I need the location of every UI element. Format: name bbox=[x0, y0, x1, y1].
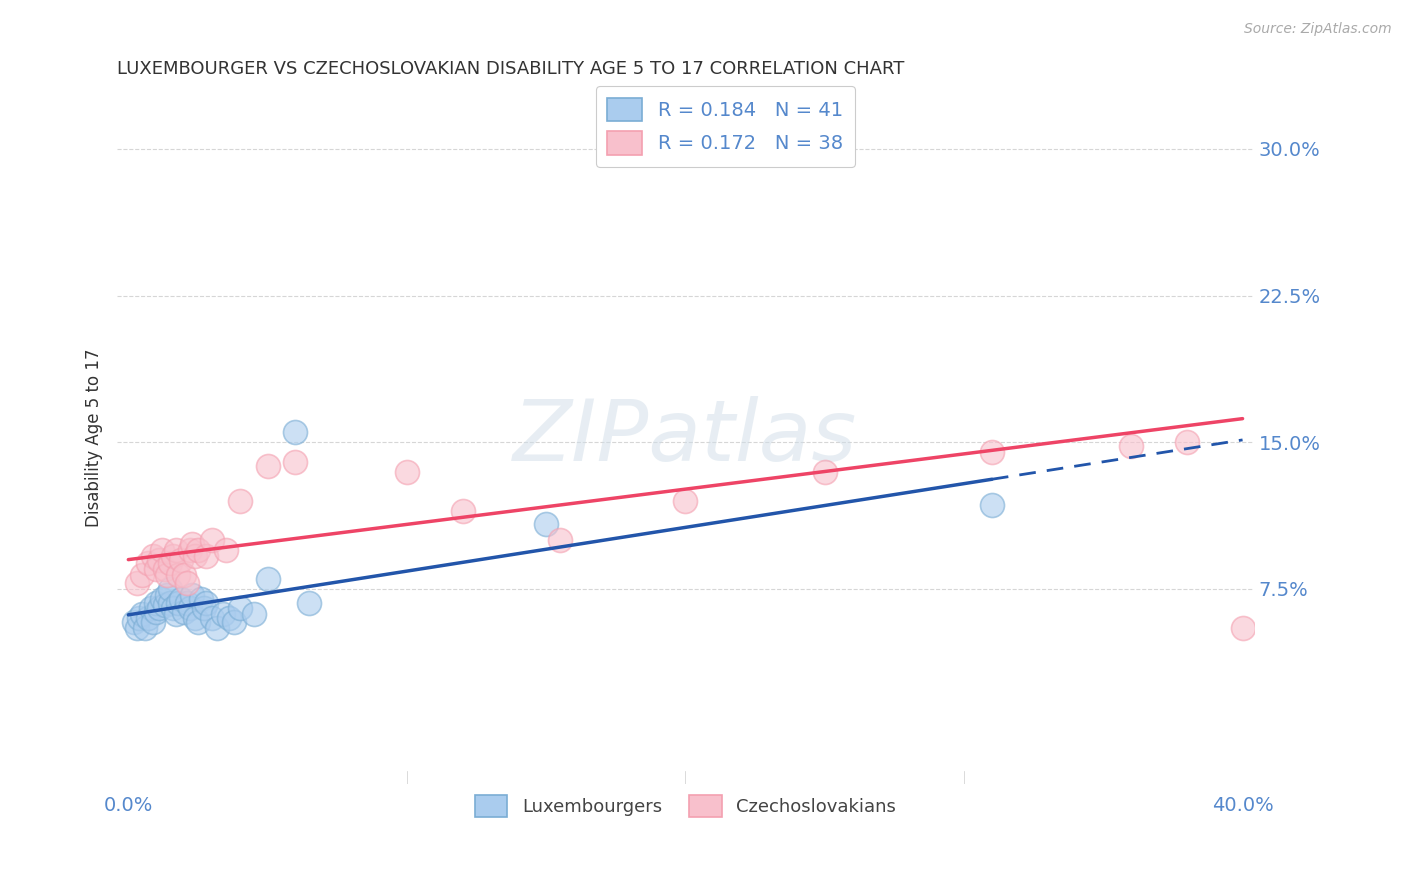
Point bbox=[170, 591, 193, 606]
Point bbox=[187, 615, 209, 629]
Point bbox=[128, 611, 150, 625]
Point bbox=[195, 549, 218, 563]
Point bbox=[224, 615, 246, 629]
Point bbox=[176, 576, 198, 591]
Point bbox=[179, 542, 201, 557]
Point bbox=[125, 621, 148, 635]
Point bbox=[451, 504, 474, 518]
Legend: Luxembourgers, Czechoslovakians: Luxembourgers, Czechoslovakians bbox=[468, 788, 903, 824]
Point bbox=[298, 596, 321, 610]
Point bbox=[142, 615, 165, 629]
Point bbox=[145, 596, 167, 610]
Point bbox=[156, 568, 179, 582]
Point bbox=[148, 601, 170, 615]
Point bbox=[139, 601, 162, 615]
Point bbox=[980, 445, 1002, 459]
Point bbox=[159, 582, 181, 596]
Point bbox=[159, 596, 181, 610]
Point bbox=[193, 601, 215, 615]
Point bbox=[170, 552, 193, 566]
Point bbox=[256, 458, 278, 473]
Point bbox=[201, 611, 224, 625]
Point bbox=[136, 611, 159, 625]
Point bbox=[156, 588, 179, 602]
Point bbox=[242, 607, 264, 622]
Point bbox=[1121, 439, 1143, 453]
Point bbox=[256, 572, 278, 586]
Point bbox=[1175, 435, 1198, 450]
Point bbox=[148, 552, 170, 566]
Point bbox=[1232, 621, 1254, 635]
Point bbox=[176, 596, 198, 610]
Point bbox=[142, 549, 165, 563]
Point bbox=[184, 549, 207, 563]
Point bbox=[165, 542, 187, 557]
Point bbox=[187, 542, 209, 557]
Point bbox=[395, 465, 418, 479]
Point bbox=[145, 562, 167, 576]
Point bbox=[179, 601, 201, 615]
Point bbox=[173, 605, 195, 619]
Point bbox=[122, 615, 145, 629]
Point bbox=[150, 591, 173, 606]
Point bbox=[675, 494, 697, 508]
Point bbox=[212, 607, 235, 622]
Point bbox=[534, 517, 557, 532]
Point bbox=[229, 494, 252, 508]
Point bbox=[229, 601, 252, 615]
Point bbox=[159, 557, 181, 571]
Point bbox=[980, 498, 1002, 512]
Point bbox=[207, 621, 229, 635]
Point bbox=[184, 611, 207, 625]
Point bbox=[1315, 171, 1337, 186]
Point bbox=[162, 601, 184, 615]
Point bbox=[162, 549, 184, 563]
Point bbox=[215, 542, 238, 557]
Point bbox=[1286, 439, 1309, 453]
Point bbox=[134, 621, 156, 635]
Point bbox=[125, 576, 148, 591]
Point bbox=[145, 605, 167, 619]
Text: ZIPatlas: ZIPatlas bbox=[513, 396, 858, 479]
Point bbox=[218, 611, 240, 625]
Point bbox=[150, 542, 173, 557]
Point bbox=[201, 533, 224, 547]
Point bbox=[548, 533, 571, 547]
Y-axis label: Disability Age 5 to 17: Disability Age 5 to 17 bbox=[86, 348, 103, 526]
Point bbox=[136, 557, 159, 571]
Point bbox=[181, 537, 204, 551]
Point bbox=[195, 596, 218, 610]
Text: LUXEMBOURGER VS CZECHOSLOVAKIAN DISABILITY AGE 5 TO 17 CORRELATION CHART: LUXEMBOURGER VS CZECHOSLOVAKIAN DISABILI… bbox=[117, 60, 904, 78]
Point bbox=[153, 598, 176, 612]
Point bbox=[165, 607, 187, 622]
Point bbox=[131, 607, 153, 622]
Point bbox=[167, 596, 190, 610]
Point bbox=[190, 591, 212, 606]
Text: Source: ZipAtlas.com: Source: ZipAtlas.com bbox=[1244, 22, 1392, 37]
Point bbox=[173, 568, 195, 582]
Point bbox=[153, 562, 176, 576]
Point bbox=[814, 465, 837, 479]
Point bbox=[167, 568, 190, 582]
Point bbox=[284, 425, 307, 440]
Point bbox=[1343, 386, 1365, 401]
Point bbox=[284, 455, 307, 469]
Point bbox=[181, 588, 204, 602]
Point bbox=[131, 568, 153, 582]
